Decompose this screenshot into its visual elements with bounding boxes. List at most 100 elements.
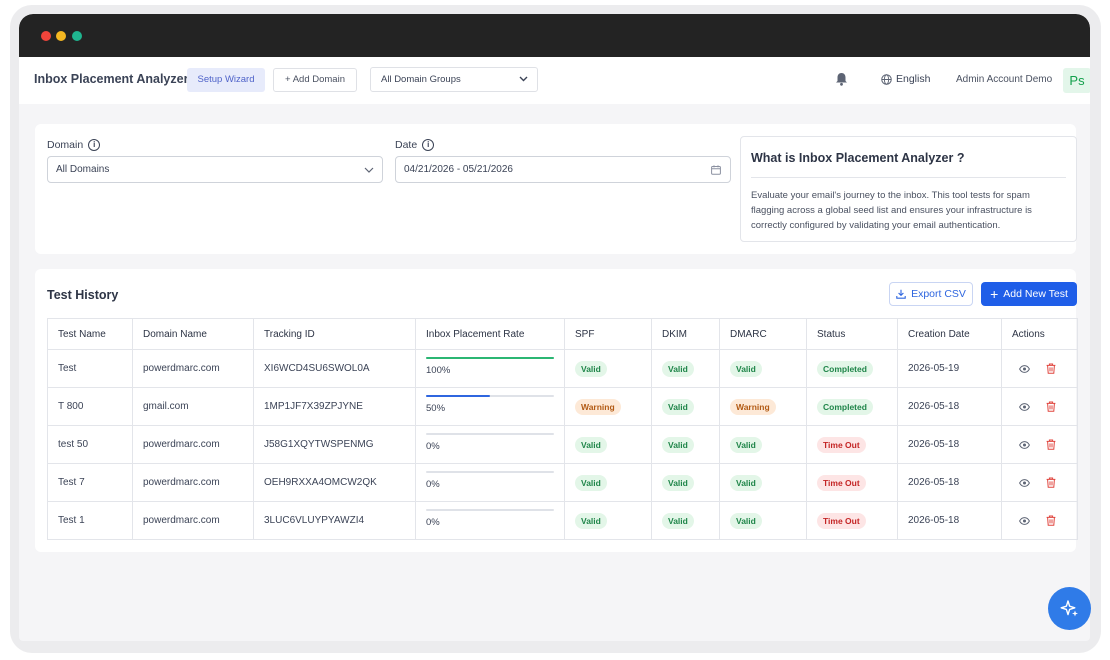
creation-date-cell: 2026-05-18 — [897, 463, 1002, 502]
date-range-value: 04/21/2026 - 05/21/2026 — [404, 164, 513, 175]
bell-icon[interactable] — [835, 72, 848, 86]
trash-icon[interactable] — [1046, 515, 1056, 526]
test-name-cell: Test — [47, 349, 133, 388]
eye-icon[interactable] — [1019, 402, 1030, 411]
table-row[interactable]: T 800 gmail.com 1MP1JF7X39ZPJYNE 50% Warning… — [47, 387, 1078, 426]
domain-group-select[interactable]: All Domain Groups — [370, 67, 538, 92]
date-range-input[interactable]: 04/21/2026 - 05/21/2026 — [395, 156, 731, 183]
domain-select-value: All Domains — [56, 164, 110, 175]
spf-cell: Warning — [564, 387, 652, 426]
account-name[interactable]: Admin Account Demo — [956, 74, 1053, 85]
spf-badge: Valid — [575, 474, 607, 491]
tracking-id-cell: XI6WCD4SU6SWOL0A — [253, 349, 416, 388]
domain-name-cell: powerdmarc.com — [132, 349, 254, 388]
dmarc-badge: Warning — [730, 398, 776, 415]
domain-name-cell: powerdmarc.com — [132, 425, 254, 464]
spf-cell: Valid — [564, 501, 652, 540]
info-icon[interactable]: i — [422, 139, 435, 151]
creation-date-cell: 2026-05-18 — [897, 387, 1002, 426]
chevron-down-icon — [364, 167, 374, 173]
tracking-id-cell: J58G1XQYTWSPENMG — [253, 425, 416, 464]
placement-rate-cell: 100% — [415, 349, 565, 388]
actions-cell — [1001, 387, 1078, 426]
app-title: Inbox Placement Analyzer — [34, 72, 189, 86]
dmarc-badge: Valid — [730, 512, 762, 529]
info-icon[interactable]: i — [88, 139, 101, 151]
status-cell: Completed — [806, 349, 898, 388]
placement-rate-bar — [426, 471, 554, 473]
dkim-cell: Valid — [651, 425, 720, 464]
close-window-dot[interactable] — [41, 31, 51, 41]
domain-select[interactable]: All Domains — [47, 156, 383, 183]
add-domain-button[interactable]: + Add Domain — [273, 68, 357, 92]
dkim-badge: Valid — [662, 512, 694, 529]
spf-cell: Valid — [564, 349, 652, 388]
creation-date-cell: 2026-05-18 — [897, 501, 1002, 540]
history-title: Test History — [47, 288, 119, 302]
window-titlebar — [19, 14, 1090, 57]
table-row[interactable]: Test 7 powerdmarc.com OEH9RXXA4OMCW2QK 0% Va… — [47, 463, 1078, 502]
creation-date-cell: 2026-05-18 — [897, 425, 1002, 464]
column-header: Test Name — [47, 318, 133, 350]
column-header: DMARC — [719, 318, 807, 350]
info-panel: What is Inbox Placement Analyzer ? Evalu… — [740, 136, 1077, 242]
ai-assistant-button[interactable] — [1048, 587, 1091, 630]
add-new-test-button[interactable]: + Add New Test — [981, 282, 1077, 306]
placement-rate-bar — [426, 357, 554, 359]
maximize-window-dot[interactable] — [72, 31, 82, 41]
eye-icon[interactable] — [1019, 440, 1030, 449]
eye-icon[interactable] — [1019, 364, 1030, 373]
placement-rate-value: 50% — [426, 403, 446, 414]
export-csv-label: Export CSV — [911, 288, 966, 300]
placement-rate-fill — [426, 357, 554, 359]
status-cell: Time Out — [806, 501, 898, 540]
info-title: What is Inbox Placement Analyzer ? — [751, 151, 965, 165]
export-csv-button[interactable]: Export CSV — [889, 282, 973, 306]
dmarc-cell: Valid — [719, 501, 807, 540]
dkim-cell: Valid — [651, 349, 720, 388]
test-name-cell: T 800 — [47, 387, 133, 426]
domain-filter-label: Domain i — [47, 139, 101, 151]
info-text: Evaluate your email's journey to the inb… — [751, 190, 1032, 231]
actions-cell — [1001, 501, 1078, 540]
table-row[interactable]: test 50 powerdmarc.com J58G1XQYTWSPENMG 0% V… — [47, 425, 1078, 464]
dkim-cell: Valid — [651, 501, 720, 540]
placement-rate-cell: 50% — [415, 387, 565, 426]
dkim-badge: Valid — [662, 436, 694, 453]
dmarc-cell: Valid — [719, 425, 807, 464]
setup-wizard-button[interactable]: Setup Wizard — [187, 68, 265, 92]
test-name-cell: test 50 — [47, 425, 133, 464]
spf-cell: Valid — [564, 425, 652, 464]
column-header: Status — [806, 318, 898, 350]
actions-cell — [1001, 425, 1078, 464]
table-row[interactable]: Test powerdmarc.com XI6WCD4SU6SWOL0A 100% Va… — [47, 349, 1078, 388]
placement-rate-cell: 0% — [415, 425, 565, 464]
dmarc-cell: Warning — [719, 387, 807, 426]
dkim-badge: Valid — [662, 474, 694, 491]
placement-rate-cell: 0% — [415, 463, 565, 502]
spf-badge: Valid — [575, 436, 607, 453]
placement-rate-value: 0% — [426, 479, 440, 490]
status-badge: Completed — [817, 398, 873, 415]
language-selector[interactable]: English — [881, 73, 930, 85]
eye-icon[interactable] — [1019, 478, 1030, 487]
dmarc-badge: Valid — [730, 436, 762, 453]
avatar[interactable]: Ps — [1063, 68, 1090, 93]
date-label-text: Date — [395, 139, 418, 151]
table-header-row: Test Name Domain Name Tracking ID Inbox … — [47, 318, 1078, 350]
trash-icon[interactable] — [1046, 363, 1056, 374]
table-row[interactable]: Test 1 powerdmarc.com 3LUC6VLUYPYAWZI4 0% Va… — [47, 501, 1078, 540]
test-name-cell: Test 1 — [47, 501, 133, 540]
status-badge: Time Out — [817, 436, 866, 453]
status-cell: Completed — [806, 387, 898, 426]
trash-icon[interactable] — [1046, 477, 1056, 488]
dkim-badge: Valid — [662, 398, 694, 415]
trash-icon[interactable] — [1046, 439, 1056, 450]
top-nav: Inbox Placement Analyzer Setup Wizard + … — [19, 57, 1090, 104]
spf-badge: Valid — [575, 512, 607, 529]
trash-icon[interactable] — [1046, 401, 1056, 412]
minimize-window-dot[interactable] — [56, 31, 66, 41]
eye-icon[interactable] — [1019, 516, 1030, 525]
info-divider — [751, 177, 1066, 178]
dmarc-badge: Valid — [730, 360, 762, 377]
